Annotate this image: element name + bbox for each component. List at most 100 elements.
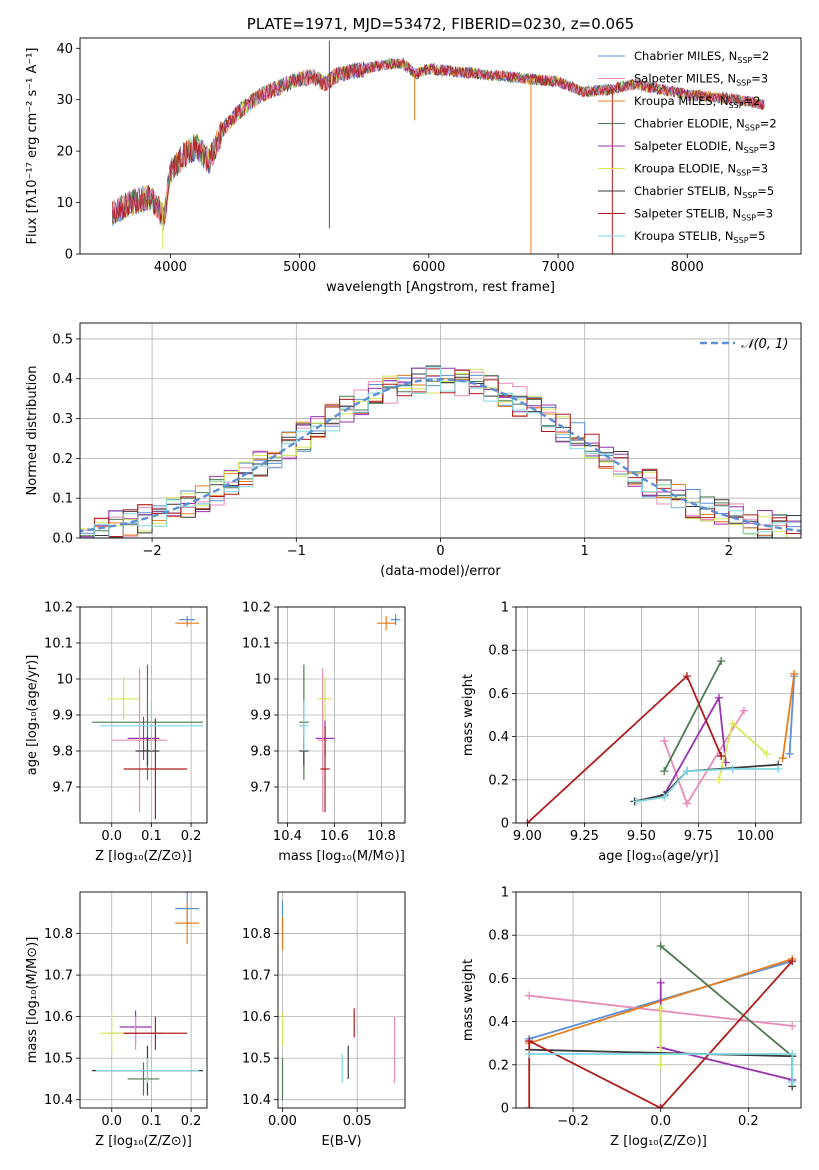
y-tick-label: 20 — [56, 145, 73, 160]
x-tick-label: −1 — [287, 544, 306, 559]
y-tick-label: 10.4 — [44, 1093, 73, 1108]
x-tick-label: 9.25 — [570, 829, 599, 844]
weight-series-line — [526, 674, 723, 823]
y-tick-label: 0 — [501, 1102, 509, 1117]
errorbar-point — [299, 700, 309, 751]
weight-series-line — [781, 673, 796, 759]
errorbar-point — [127, 1062, 160, 1096]
weight-marker — [656, 1004, 665, 1013]
mass-vs-EBV-plot-area — [281, 900, 396, 1100]
weight-marker — [788, 1078, 797, 1087]
mass-vs-Z-plot-area — [91, 892, 204, 1096]
weight-marker — [683, 799, 691, 808]
errorbar-point — [127, 716, 160, 760]
y-tick-label: 0.2 — [488, 773, 509, 788]
axes-frame — [277, 606, 406, 824]
weight-marker — [660, 793, 669, 802]
x-tick-label: 10.8 — [367, 829, 396, 844]
residuals-grid — [80, 323, 801, 539]
y-tick-label: 10.7 — [242, 969, 271, 984]
weight-marker — [728, 765, 737, 773]
x-tick-label: 10.00 — [737, 829, 774, 844]
x-tick-label: 8000 — [671, 260, 704, 275]
weight-marker — [656, 1060, 665, 1069]
legend-entry: Salpeter STELIB, NSSP=3 — [634, 207, 773, 223]
errorbar-point — [123, 718, 188, 820]
y-tick-label: 30 — [56, 93, 73, 108]
legend-entry: Salpeter MILES, NSSP=3 — [634, 72, 768, 88]
weight-marker — [660, 767, 669, 776]
spectrum-legend: Chabrier MILES, NSSP=2 Salpeter MILES, NS… — [598, 49, 777, 245]
residuals-panel: −2 −1 0 1 2 0.0 0.1 0.2 0.3 0.4 0.5 (data-model)/er… — [25, 322, 802, 579]
x-axis-label: Z [log₁₀(Z/Z⊙)] — [95, 1134, 192, 1149]
x-tick-label: 0.1 — [141, 829, 162, 844]
weight-marker — [525, 1037, 534, 1046]
chart-title: PLATE=1971, MJD=53472, FIBERID=0230, z=0… — [247, 15, 634, 33]
axes-frame — [515, 891, 802, 1109]
y-tick-label: 0.2 — [488, 1058, 509, 1073]
x-tick-label: 0.0 — [650, 1114, 671, 1129]
y-tick-label: 10.2 — [242, 601, 271, 616]
age-vs-mass-panel: 10.4 10.6 10.8 9.7 9.8 9.9 10 10.1 10.2 mass [log… — [242, 601, 406, 864]
x-tick-label: 1 — [581, 544, 589, 559]
weight-marker — [717, 752, 726, 761]
y-tick-label: 0.6 — [488, 687, 509, 702]
x-axis-label: (data-model)/error — [380, 564, 501, 579]
y-tick-label: 0 — [65, 248, 73, 263]
y-tick-label: 0.6 — [488, 972, 509, 987]
x-tick-label: 0.05 — [343, 1114, 372, 1129]
legend-entry: Kroupa MILES, NSSP=2 — [634, 94, 760, 110]
weight-marker — [788, 1050, 797, 1058]
legend-entry: Kroupa STELIB, NSSP=5 — [634, 229, 765, 245]
weight-marker — [525, 1050, 534, 1058]
y-tick-label: 10 — [56, 673, 73, 688]
weight-marker — [525, 991, 534, 1000]
y-tick-label: 9.9 — [250, 709, 271, 724]
weight-marker — [523, 819, 532, 823]
x-tick-label: 4000 — [154, 260, 187, 275]
x-axis-label: mass [log₁₀(M/M⊙)] — [278, 849, 405, 864]
x-axis-label: age [log₁₀(age/yr)] — [598, 849, 719, 864]
legend-entry: Kroupa ELODIE, NSSP=3 — [634, 162, 768, 178]
mass-vs-EBV-grid — [278, 892, 405, 1108]
x-tick-label: 5000 — [283, 260, 316, 275]
y-tick-label: 10.5 — [242, 1052, 271, 1067]
legend-entry: 𝒩(0, 1) — [741, 337, 788, 352]
y-tick-label: 0.0 — [52, 532, 73, 547]
weight-marker — [778, 754, 787, 763]
spectrum-panel: 4000 5000 6000 7000 8000 0 10 20 30 40 wavelength … — [25, 15, 802, 295]
axes-frame — [79, 322, 802, 539]
y-axis-label: mass [log₁₀(M/M⊙)] — [25, 937, 40, 1064]
mass-vs-EBV-panel: 0.00 0.05 10.4 10.5 10.6 10.7 10.8 E(B-V) — [242, 891, 406, 1149]
weight-marker — [656, 1104, 665, 1108]
x-tick-label: 0.2 — [181, 829, 202, 844]
age-vs-Z-grid — [80, 606, 207, 823]
x-tick-label: 6000 — [412, 260, 445, 275]
errorbar-point — [107, 677, 140, 721]
y-tick-label: 0.2 — [52, 452, 73, 467]
y-tick-label: 0.5 — [52, 332, 73, 347]
y-tick-label: 10.4 — [242, 1093, 271, 1108]
legend-entry: Chabrier ELODIE, NSSP=2 — [634, 117, 777, 133]
y-tick-label: 10.6 — [242, 1010, 271, 1025]
weight-series-line — [528, 960, 793, 1108]
weight-series-line — [788, 676, 796, 754]
x-tick-label: 9.75 — [684, 829, 713, 844]
y-tick-label: 1 — [501, 601, 509, 616]
x-tick-label: 0.0 — [101, 1114, 122, 1129]
errorbar-point — [175, 619, 200, 627]
axes-frame — [79, 37, 802, 255]
weight-marker — [774, 765, 783, 773]
axes-frame — [79, 891, 208, 1109]
axes-frame — [79, 606, 208, 824]
errorbar-point — [317, 668, 328, 813]
age-vs-Z-panel: 0.0 0.1 0.2 9.7 9.8 9.9 10 10.1 10.2 Z [log₁₀(Z/Z… — [25, 601, 208, 864]
x-axis-label: Z [log₁₀(Z/Z⊙)] — [610, 1134, 707, 1149]
x-tick-label: 0.00 — [268, 1114, 297, 1129]
weight-marker — [790, 669, 799, 678]
weight-marker — [683, 672, 691, 681]
y-tick-label: 9.7 — [52, 781, 73, 796]
y-tick-label: 10.1 — [44, 637, 73, 652]
y-tick-label: 10.5 — [44, 1052, 73, 1067]
